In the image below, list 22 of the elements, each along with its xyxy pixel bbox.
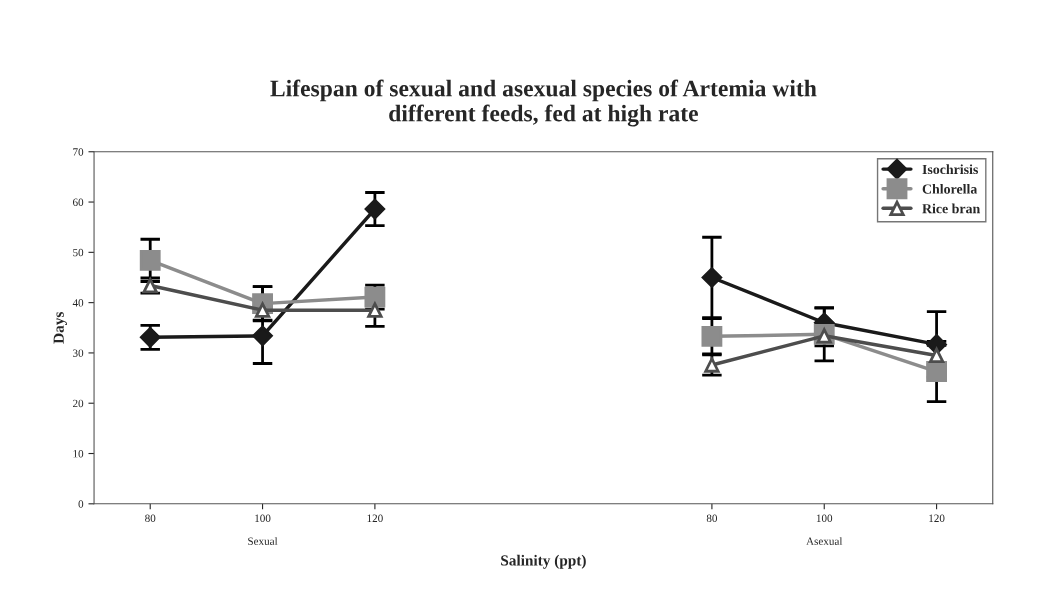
x-tick-label: 100 [255,514,271,523]
x-axis-title: Salinity (ppt) [501,554,586,569]
x-tick-label: 100 [816,514,833,523]
text: Sexual [248,537,278,545]
x-tick-label: 120 [929,514,945,523]
x-tick-label: 80 [145,514,156,523]
y-tick-label: 30 [73,349,84,357]
y-tick-label: 40 [72,299,84,307]
legend-label: Isochrisis [922,164,978,175]
legend-label: Rice bran [922,203,981,214]
text: Asexual [806,537,843,545]
chart-title: Lifespan of sexual and asexual species of Artemia with different feeds, fed at high rate [270,79,817,127]
y-tick-label: 70 [73,148,84,156]
x-tick-label: 120 [367,514,383,523]
y-tick-label: 0 [78,500,84,508]
legend-label: Chlorella [922,183,978,194]
x-tick-label: 80 [706,514,718,523]
y-axis-title: Days [53,312,67,344]
y-tick-label: 20 [73,399,84,408]
y-tick-label: 10 [73,449,84,458]
y-tick-label: 50 [73,248,84,257]
y-tick-label: 60 [73,198,84,207]
